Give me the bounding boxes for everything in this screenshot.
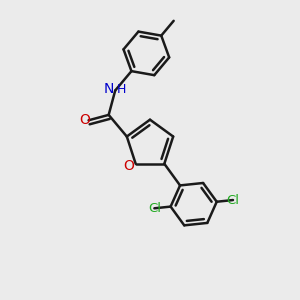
Text: O: O: [80, 113, 90, 127]
Text: O: O: [124, 159, 135, 173]
Text: Cl: Cl: [226, 194, 239, 206]
Text: Cl: Cl: [148, 202, 161, 215]
Text: H: H: [116, 82, 126, 95]
Text: N: N: [104, 82, 115, 96]
